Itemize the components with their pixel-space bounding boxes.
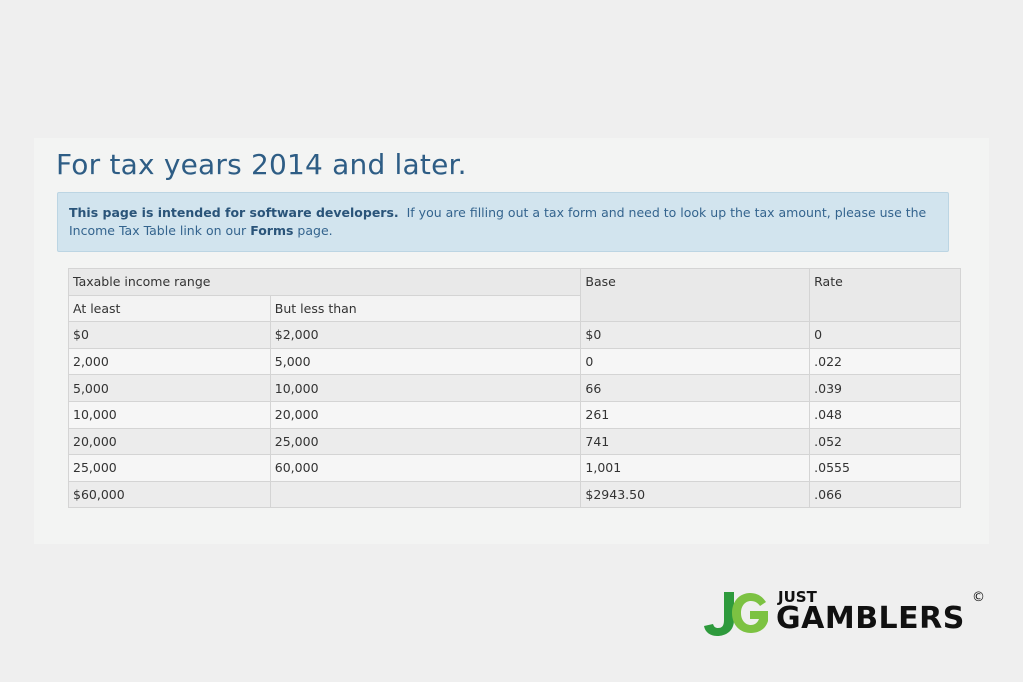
cell-but-less-than: $2,000 <box>269 321 582 349</box>
cell-but-less-than <box>269 480 582 509</box>
cell-rate: .039 <box>809 374 961 402</box>
logo-text-just: JUST <box>778 588 817 606</box>
header-but-less-than: But less than <box>269 294 582 323</box>
cell-base: 261 <box>580 400 811 429</box>
header-at-least: At least <box>68 294 271 323</box>
notice-bold-lead: This page is intended for software devel… <box>69 205 399 220</box>
just-gamblers-logo: JUST GAMBLERS © <box>704 588 989 640</box>
cell-at-least: $0 <box>68 321 271 349</box>
jg-monogram-icon <box>704 592 768 636</box>
cell-at-least: 20,000 <box>68 427 271 456</box>
cell-at-least: 5,000 <box>68 374 271 402</box>
cell-rate: .022 <box>809 347 961 376</box>
cell-base: $2943.50 <box>580 480 811 509</box>
cell-but-less-than: 60,000 <box>269 454 582 482</box>
notice-text-end: page. <box>297 223 333 238</box>
tax-rate-table: Taxable income range Base Rate At least … <box>67 267 961 509</box>
cell-base: 66 <box>580 374 811 402</box>
cell-but-less-than: 20,000 <box>269 400 582 429</box>
cell-at-least: 25,000 <box>68 454 271 482</box>
table-row: 5,000 10,000 66 .039 <box>68 374 961 402</box>
cell-base: 1,001 <box>580 454 811 482</box>
table-row: $60,000 $2943.50 .066 <box>68 480 961 509</box>
table-row: $0 $2,000 $0 0 <box>68 321 961 349</box>
forms-link[interactable]: Forms <box>250 223 294 238</box>
cell-at-least: 10,000 <box>68 400 271 429</box>
cell-at-least: $60,000 <box>68 480 271 509</box>
cell-but-less-than: 10,000 <box>269 374 582 402</box>
table-row: 25,000 60,000 1,001 .0555 <box>68 454 961 482</box>
cell-at-least: 2,000 <box>68 347 271 376</box>
developer-notice: This page is intended for software devel… <box>57 192 949 252</box>
logo-text-gamblers: GAMBLERS <box>776 601 965 636</box>
cell-base: $0 <box>580 321 811 349</box>
cell-rate: .048 <box>809 400 961 429</box>
cell-rate: .066 <box>809 480 961 509</box>
page-title: For tax years 2014 and later. <box>56 148 467 181</box>
notice-text: If you are filling out a tax form and ne… <box>69 205 927 238</box>
cell-but-less-than: 5,000 <box>269 347 582 376</box>
header-rate: Rate <box>809 267 961 323</box>
cell-base: 0 <box>580 347 811 376</box>
header-base: Base <box>580 267 811 323</box>
cell-rate: .0555 <box>809 454 961 482</box>
cell-rate: 0 <box>809 321 961 349</box>
table-row: 20,000 25,000 741 .052 <box>68 427 961 456</box>
table-row: 10,000 20,000 261 .048 <box>68 400 961 429</box>
cell-but-less-than: 25,000 <box>269 427 582 456</box>
table-row: 2,000 5,000 0 .022 <box>68 347 961 376</box>
copyright-icon: © <box>972 590 985 605</box>
header-taxable-income-range: Taxable income range <box>67 268 582 296</box>
cell-rate: .052 <box>809 427 961 456</box>
cell-base: 741 <box>580 427 811 456</box>
